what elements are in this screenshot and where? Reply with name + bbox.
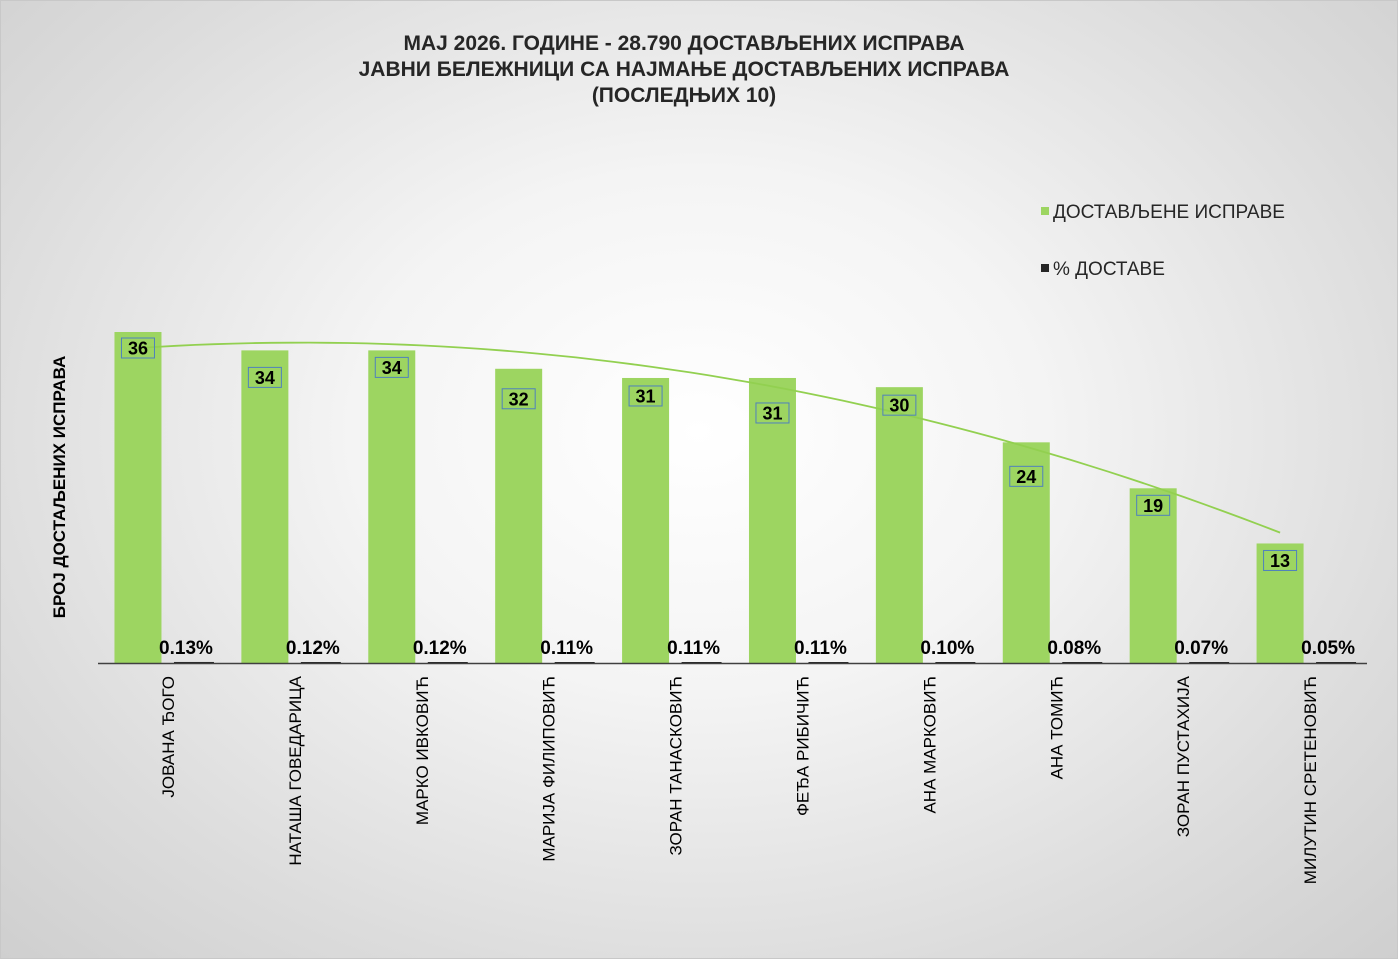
category-label-9: ЗОРАН ПУСТАХИЈА [1174, 675, 1193, 837]
percent-label-9: 0.07% [1174, 638, 1228, 659]
chart-title-line-3: (ПОСЛЕДЊИХ 10) [591, 84, 777, 107]
chart-title-line-1: МАЈ 2026. ГОДИНЕ - 28.790 ДОСТАВЉЕНИХ ИС… [403, 32, 965, 55]
percent-bar-4 [554, 662, 595, 663]
value-label-box-7 [882, 394, 917, 416]
value-label-box-1 [120, 337, 155, 359]
value-label-box-10 [1263, 549, 1298, 571]
bar-7 [875, 387, 923, 663]
percent-label-2: 0.12% [286, 638, 340, 659]
category-label-4: МАРИЈА ФИЛИПОВИЋ [540, 676, 559, 862]
percent-bar-6 [808, 662, 849, 663]
value-label-6: 31 [762, 403, 782, 423]
percent-bar-1 [173, 661, 214, 663]
value-label-box-3 [374, 356, 409, 378]
legend: ДОСТАВЉЕНЕ ИСПРАВЕ % ДОСТАВЕ [1041, 199, 1285, 284]
value-label-3: 34 [382, 358, 402, 378]
value-label-box-8 [1009, 465, 1044, 487]
value-label-box-9 [1136, 494, 1171, 516]
trendline [137, 341, 1281, 534]
category-label-6: ФЕЂА РИБИЧИЋ [793, 676, 812, 816]
bar-3 [368, 350, 416, 663]
percent-label-6: 0.11% [794, 638, 847, 659]
value-label-7: 30 [889, 396, 909, 416]
category-label-2: НАТАША ГОВЕДАРИЦА [286, 675, 305, 865]
percent-bar-7 [935, 662, 976, 663]
value-label-10: 13 [1270, 551, 1290, 571]
percent-label-10: 0.05% [1301, 638, 1355, 659]
value-label-9: 19 [1143, 496, 1163, 516]
legend-swatch-percent [1041, 263, 1049, 272]
bar-8 [1002, 442, 1050, 663]
chart-title-line-2: ЈАВНИ БЕЛЕЖНИЦИ СА НАЈМАЊЕ ДОСТАВЉЕНИХ И… [358, 58, 1010, 81]
legend-item-percent: % ДОСТАВЕ [1041, 256, 1285, 284]
bar-1 [114, 332, 162, 663]
value-label-box-6 [755, 402, 790, 424]
category-label-5: ЗОРАН ТАНАСКОВИЋ [667, 676, 686, 856]
percent-label-8: 0.08% [1047, 638, 1101, 659]
percent-label-4: 0.11% [540, 638, 593, 659]
percent-bar-10 [1316, 662, 1357, 663]
value-label-box-4 [501, 388, 536, 410]
value-label-box-5 [628, 385, 663, 407]
value-label-box-2 [247, 366, 282, 388]
category-label-8: АНА ТОМИЋ [1047, 676, 1066, 779]
bar-6 [748, 377, 796, 663]
percent-bar-2 [300, 662, 341, 663]
bar-4 [495, 368, 543, 663]
category-label-1: ЈОВАНА ЂОГО [159, 676, 178, 798]
percent-bar-3 [427, 662, 468, 663]
legend-item-delivered: ДОСТАВЉЕНЕ ИСПРАВЕ [1041, 199, 1285, 227]
percent-label-3: 0.12% [413, 638, 467, 659]
legend-label-delivered: ДОСТАВЉЕНЕ ИСПРАВЕ [1053, 202, 1285, 223]
bar-10 [1256, 543, 1304, 663]
bar-2 [241, 350, 289, 663]
category-label-7: АНА МАРКОВИЋ [920, 676, 939, 814]
bar-5 [622, 377, 670, 663]
percent-label-1: 0.13% [159, 638, 213, 659]
legend-label-percent: % ДОСТАВЕ [1053, 259, 1165, 280]
percent-label-5: 0.11% [667, 638, 720, 659]
legend-swatch-delivered [1041, 206, 1049, 215]
value-label-5: 31 [636, 386, 656, 406]
bar-9 [1129, 488, 1177, 663]
category-label-10: МИЛУТИН СРЕТЕНОВИЋ [1301, 676, 1320, 884]
category-label-3: МАРКО ИВКОВИЋ [413, 676, 432, 825]
value-label-4: 32 [509, 389, 529, 409]
value-label-8: 24 [1016, 467, 1036, 487]
percent-bar-8 [1062, 662, 1103, 663]
percent-bar-9 [1189, 662, 1230, 663]
value-label-2: 34 [255, 368, 275, 388]
percent-bar-5 [681, 662, 722, 663]
percent-label-7: 0.10% [920, 638, 974, 659]
value-label-1: 36 [128, 339, 148, 359]
chart-title: МАЈ 2026. ГОДИНЕ - 28.790 ДОСТАВЉЕНИХ ИС… [1, 31, 1367, 109]
